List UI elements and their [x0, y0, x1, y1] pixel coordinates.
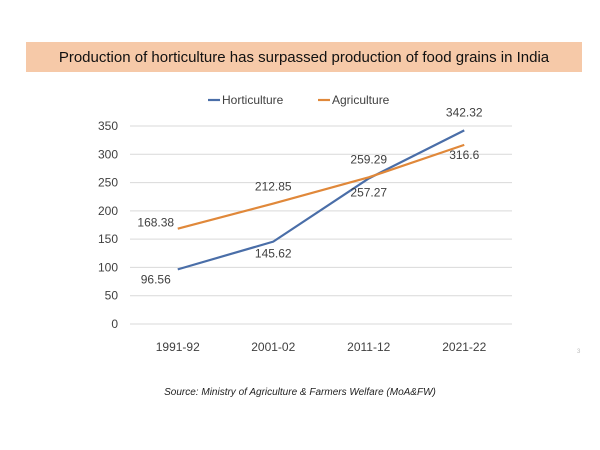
legend: Horticulture Agriculture	[208, 93, 390, 107]
data-labels: 96.56 145.62 257.27 342.32 168.38 212.85 259.2…	[137, 105, 483, 286]
y-tick-label: 300	[98, 147, 118, 161]
y-tick-label: 350	[98, 119, 118, 133]
series-lines	[177, 129, 465, 271]
data-label: 316.6	[449, 148, 479, 162]
data-label: 168.38	[137, 216, 174, 230]
x-tick-label: 2011-12	[347, 340, 390, 354]
x-tick-label: 1991-92	[156, 340, 200, 354]
y-axis-tick-labels: 0 50 100 150 200 250 300 350	[98, 119, 118, 331]
y-tick-label: 0	[111, 317, 118, 331]
y-tick-label: 150	[98, 232, 118, 246]
legend-label: Horticulture	[222, 93, 284, 107]
y-tick-label: 200	[98, 204, 118, 218]
legend-label: Agriculture	[332, 93, 390, 107]
data-label: 145.62	[255, 247, 292, 261]
y-tick-label: 50	[105, 289, 119, 303]
x-axis-tick-labels: 1991-92 2001-02 2011-12 2021-22	[156, 340, 487, 354]
data-label: 96.56	[141, 272, 171, 286]
series-line-agriculture	[177, 143, 465, 230]
data-label: 259.29	[350, 152, 387, 166]
gridlines	[130, 125, 512, 325]
y-tick-label: 250	[98, 176, 118, 190]
chart-title: Production of horticulture has surpassed…	[58, 48, 550, 66]
data-label: 342.32	[446, 105, 483, 119]
series-line-horticulture	[177, 129, 465, 271]
chart-title-banner: Production of horticulture has surpassed…	[26, 42, 582, 72]
data-label: 212.85	[255, 180, 292, 194]
data-label: 257.27	[350, 185, 387, 199]
x-tick-label: 2021-22	[442, 340, 486, 354]
slide-number: 3	[577, 349, 581, 355]
x-tick-label: 2001-02	[251, 340, 295, 354]
source-note: Source: Ministry of Agriculture & Farmer…	[164, 387, 436, 398]
y-tick-label: 100	[98, 260, 118, 274]
